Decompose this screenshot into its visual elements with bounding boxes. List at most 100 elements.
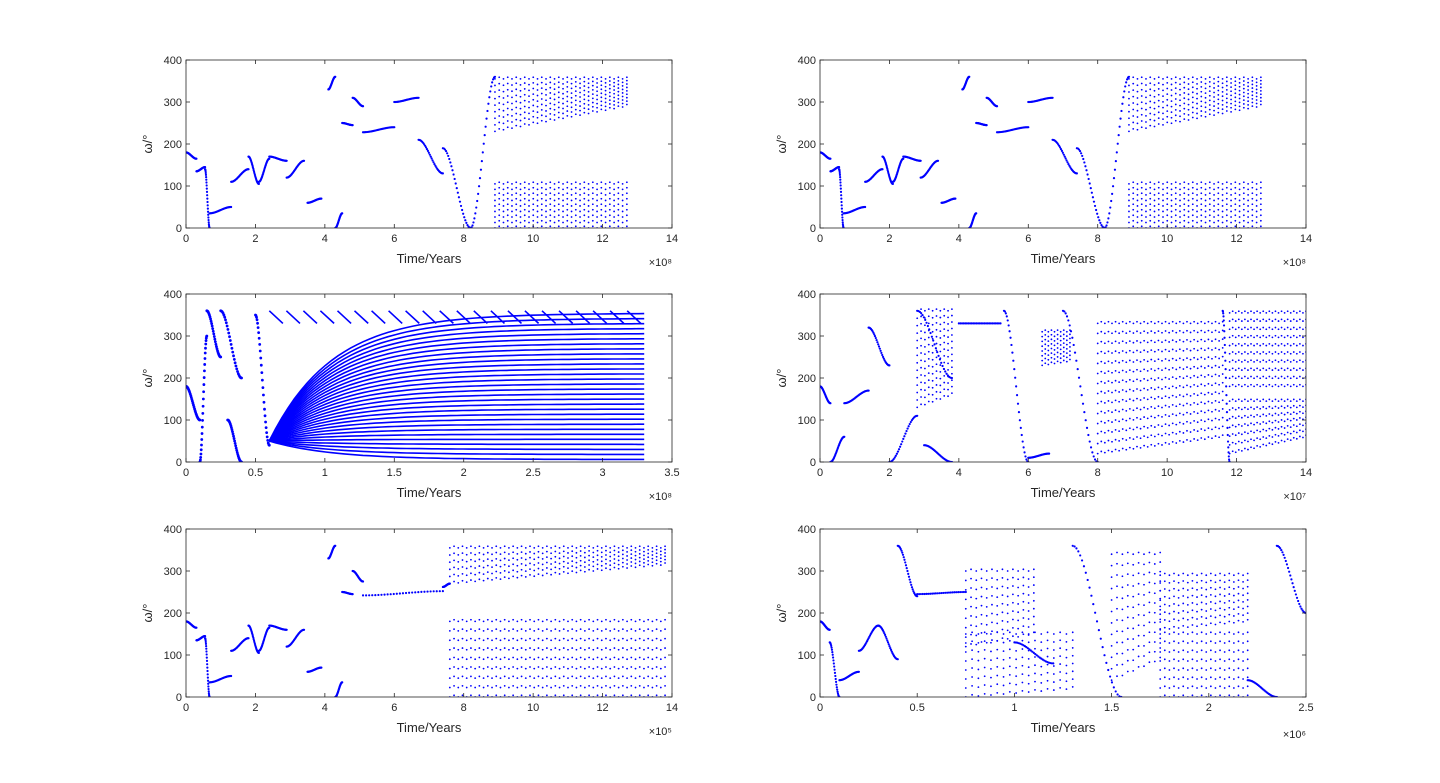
data-point (939, 370, 942, 373)
data-point (1228, 417, 1231, 420)
data-point (1274, 351, 1277, 353)
data-point (461, 647, 464, 649)
data-point (494, 216, 496, 218)
data-point (1253, 312, 1255, 314)
data-point (1242, 103, 1245, 105)
data-point (1253, 415, 1255, 418)
data-point (1132, 219, 1135, 222)
data-point (1251, 83, 1254, 86)
data-point (233, 442, 237, 445)
data-point (1132, 428, 1135, 431)
data-point (334, 544, 337, 547)
data-point (1217, 197, 1220, 200)
data-point (508, 677, 510, 679)
data-point (1224, 359, 1227, 362)
data-point (1166, 203, 1169, 206)
data-point (1268, 383, 1271, 386)
data-point (528, 124, 530, 126)
data-point (1182, 404, 1185, 407)
data-point (1207, 400, 1210, 403)
data-point (664, 558, 666, 561)
data-point (200, 443, 203, 447)
data-point (1225, 402, 1228, 405)
data-point (574, 219, 577, 222)
data-point (540, 225, 543, 228)
data-point (1128, 388, 1131, 391)
data-point (579, 216, 581, 218)
data-point (1174, 87, 1177, 90)
series-line (268, 403, 645, 442)
data-point (920, 352, 922, 354)
data-point (1234, 352, 1237, 355)
data-point (1271, 443, 1274, 446)
data-point (927, 372, 930, 374)
data-point (1228, 361, 1231, 363)
data-point (1063, 155, 1066, 158)
data-point (1298, 375, 1301, 378)
data-point (1211, 393, 1213, 395)
data-point (1064, 312, 1067, 315)
data-point (980, 322, 983, 325)
data-point (1069, 329, 1071, 332)
data-point (236, 370, 239, 373)
data-point (1125, 429, 1128, 432)
data-point (1237, 449, 1240, 451)
data-point (478, 571, 481, 574)
data-point (383, 593, 386, 596)
data-point (571, 555, 574, 558)
data-point (1253, 352, 1255, 355)
data-point (591, 80, 594, 83)
data-point (404, 591, 408, 595)
data-point (512, 694, 515, 697)
data-point (1170, 83, 1173, 86)
data-point (566, 197, 569, 200)
data-point (1196, 403, 1199, 406)
data-point (205, 653, 208, 656)
data-point (659, 550, 662, 553)
data-point (1041, 364, 1044, 367)
data-point (1225, 93, 1228, 96)
data-point (1153, 445, 1156, 447)
data-point (503, 618, 506, 621)
data-point (1077, 148, 1081, 151)
data-point (478, 578, 481, 581)
data-point (1262, 436, 1265, 438)
data-point (195, 157, 198, 160)
data-point (604, 221, 607, 224)
data-point (1193, 401, 1196, 404)
data-point (1234, 408, 1237, 411)
data-point (591, 214, 594, 217)
data-point (495, 545, 498, 548)
data-point (1100, 360, 1103, 363)
data-point (1228, 443, 1231, 446)
data-point (414, 591, 417, 594)
data-point (604, 205, 607, 207)
data-point (1191, 106, 1194, 109)
data-point (1196, 102, 1198, 105)
data-point (1207, 365, 1210, 367)
data-point (900, 443, 903, 446)
data-point (1149, 214, 1152, 217)
data-point (1238, 89, 1241, 92)
data-point (1164, 432, 1167, 435)
data-point (502, 128, 505, 131)
data-point (516, 576, 519, 579)
data-point (550, 552, 553, 555)
data-point (1161, 387, 1163, 390)
data-point (621, 95, 624, 98)
data-point (553, 83, 556, 85)
x-axis-label: Time/Years (1031, 485, 1096, 500)
x-tick-label: 2 (461, 467, 467, 479)
data-point (512, 569, 515, 572)
data-point (1247, 210, 1250, 213)
series-line (268, 322, 645, 442)
data-point (515, 112, 518, 115)
data-point (927, 393, 930, 396)
data-point (1280, 425, 1283, 428)
data-point (1240, 441, 1243, 444)
data-point (1182, 441, 1185, 443)
data-point (1168, 424, 1171, 427)
data-point (361, 594, 365, 597)
data-point (1009, 336, 1012, 339)
data-point (839, 178, 842, 181)
